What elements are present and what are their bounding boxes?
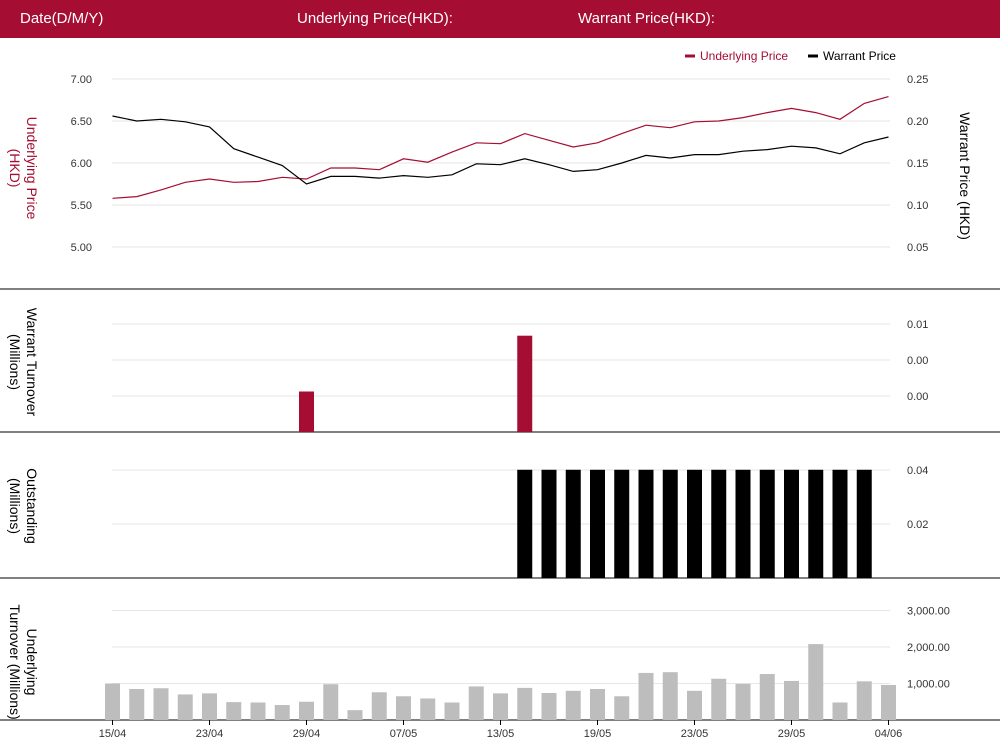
y-tick-label: 3,000.00 xyxy=(907,606,950,618)
underlying-turnover-bar xyxy=(881,684,896,720)
outstanding-bar xyxy=(832,469,848,578)
underlying-turnover-bar xyxy=(105,683,120,720)
warrant-price-line xyxy=(112,115,889,185)
underlying-turnover-bar xyxy=(129,688,145,720)
underlying-turnover-bar xyxy=(808,644,824,720)
outstanding-bar xyxy=(711,469,727,578)
underlying-turnover-bar xyxy=(541,692,557,720)
warrant-turnover-axis-title: Warrant Turnover(Millions) xyxy=(7,308,40,417)
outstanding-bar xyxy=(808,469,824,578)
underlying-price-line xyxy=(112,96,889,199)
underlying-turnover-bar xyxy=(590,688,605,720)
y-tick-label: 0.04 xyxy=(907,465,928,477)
underlying-turnover-bar xyxy=(202,693,217,720)
date-label: Date(D/M/Y) xyxy=(20,10,104,27)
underlying-turnover-bar xyxy=(468,686,484,720)
left-y-tick-label: 5.00 xyxy=(71,242,92,254)
underlying-turnover-bar xyxy=(493,693,508,720)
warrant-chart: 5.00 5.50 6.00 6.50 7.00 0.05 0.10 0.15 0.20 0.25… xyxy=(0,49,1000,740)
x-tick-label: 13/05 xyxy=(487,728,515,740)
underlying-turnover-bar xyxy=(517,687,533,720)
underlying-turnover-bar xyxy=(784,680,799,720)
underlying-turnover-bar xyxy=(396,696,411,720)
underlying-turnover-bar xyxy=(177,694,193,720)
underlying-turnover-bar xyxy=(614,696,630,720)
outstanding-bar xyxy=(517,469,533,578)
x-tick-label: 07/05 xyxy=(390,728,418,740)
outstanding-bar xyxy=(735,469,751,578)
outstanding-bar xyxy=(687,469,702,578)
y-tick-label: 0.01 xyxy=(907,319,928,331)
underlying-turnover-bar xyxy=(323,684,339,720)
outstanding-axis-title: Outstanding(Millions) xyxy=(7,468,40,544)
y-tick-label: 2,000.00 xyxy=(907,642,950,654)
legend-warrant-label: Warrant Price xyxy=(823,49,896,63)
underlying-turnover-bar xyxy=(226,702,242,720)
underlying-turnover-bar xyxy=(444,702,460,720)
outstanding-bar xyxy=(784,469,799,578)
outstanding-bar xyxy=(590,469,605,578)
underlying-turnover-bar xyxy=(662,672,678,720)
outstanding-bar xyxy=(614,469,630,578)
right-y-tick-label: 0.10 xyxy=(907,200,928,212)
underlying-turnover-bar xyxy=(371,692,387,720)
outstanding-bar xyxy=(662,469,678,578)
right-axis-title: Warrant Price (HKD) xyxy=(957,112,973,240)
x-tick-label: 19/05 xyxy=(584,728,612,740)
warrant-turnover-bar xyxy=(299,391,314,432)
underlying-turnover-bar xyxy=(565,690,581,720)
outstanding-bar xyxy=(759,469,775,578)
left-y-tick-label: 7.00 xyxy=(71,74,92,86)
y-tick-label: 0.00 xyxy=(907,355,928,367)
left-y-tick-label: 6.50 xyxy=(71,116,92,128)
underlying-turnover-axis-title: UnderlyingTurnover (Millions) xyxy=(7,604,40,719)
right-y-tick-label: 0.05 xyxy=(907,242,928,254)
x-tick-label: 29/04 xyxy=(293,728,321,740)
left-y-tick-label: 6.00 xyxy=(71,158,92,170)
y-tick-label: 0.00 xyxy=(907,391,928,403)
warrant-turnover-bar xyxy=(517,335,533,432)
x-tick-label: 23/04 xyxy=(196,728,224,740)
x-tick-label: 04/06 xyxy=(875,728,903,740)
underlying-turnover-bar xyxy=(250,702,266,720)
underlying-turnover-bar xyxy=(735,683,751,720)
right-y-tick-label: 0.25 xyxy=(907,74,928,86)
right-y-tick-label: 0.20 xyxy=(907,116,928,128)
underlying-turnover-bar xyxy=(687,690,702,720)
x-tick-label: 23/05 xyxy=(681,728,709,740)
underlying-turnover-bar xyxy=(420,698,436,720)
y-tick-label: 0.02 xyxy=(907,519,928,531)
legend-underlying-label: Underlying Price xyxy=(700,49,788,63)
underlying-turnover-bar xyxy=(274,705,290,720)
underlying-turnover-bar xyxy=(711,678,727,720)
y-tick-label: 1,000.00 xyxy=(907,679,950,691)
right-y-tick-label: 0.15 xyxy=(907,158,928,170)
warrant-price-label: Warrant Price(HKD): xyxy=(578,10,715,27)
underlying-turnover-bar xyxy=(759,674,775,720)
price-header: Date(D/M/Y) Underlying Price(HKD): Warra… xyxy=(0,0,1000,38)
underlying-turnover-bar xyxy=(638,672,654,720)
outstanding-bar xyxy=(638,469,654,578)
underlying-turnover-bar xyxy=(832,702,848,720)
x-tick-label: 29/05 xyxy=(778,728,806,740)
x-tick-label: 15/04 xyxy=(99,728,127,740)
outstanding-bar xyxy=(565,469,581,578)
underlying-turnover-bar xyxy=(347,710,363,720)
underlying-price-label: Underlying Price(HKD): xyxy=(297,10,453,27)
left-y-tick-label: 5.50 xyxy=(71,200,92,212)
outstanding-bar xyxy=(856,469,872,578)
underlying-turnover-bar xyxy=(153,688,169,720)
outstanding-bar xyxy=(541,469,557,578)
underlying-turnover-bar xyxy=(299,701,314,720)
left-axis-title: Underlying Price(HKD) xyxy=(7,117,40,220)
underlying-turnover-bar xyxy=(856,681,872,720)
